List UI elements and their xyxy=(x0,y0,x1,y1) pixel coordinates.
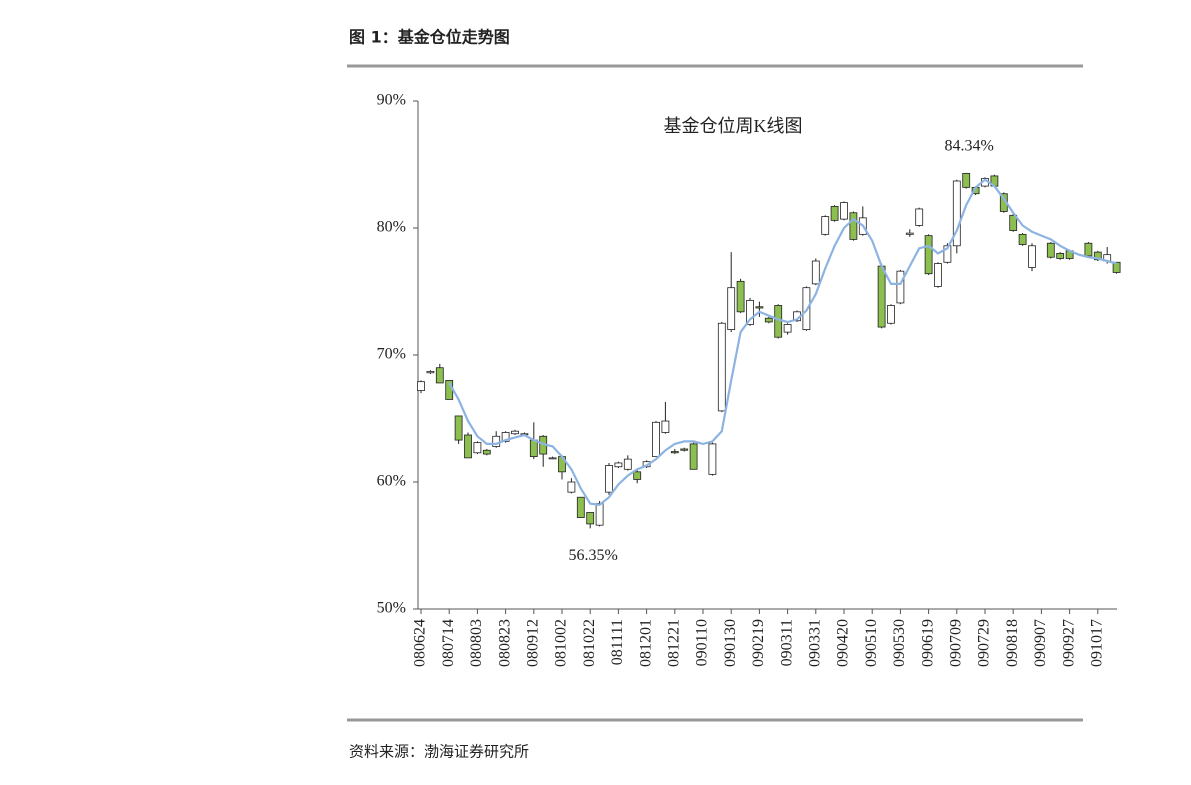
candle-body xyxy=(595,503,604,526)
candle-body xyxy=(501,432,510,442)
source: 资料来源：渤海证券研究所 xyxy=(349,743,529,761)
x-tick-label: 081022 xyxy=(581,619,598,667)
candle-body xyxy=(567,481,576,493)
candle-body xyxy=(670,451,679,454)
candle-body xyxy=(435,367,444,384)
candle-body xyxy=(454,415,463,441)
candle-body xyxy=(755,306,764,309)
candle-body xyxy=(1046,242,1055,258)
x-tick-label: 090420 xyxy=(835,619,852,667)
x-tick-label: 090729 xyxy=(976,619,993,667)
candle-body xyxy=(1018,233,1027,245)
candle-body xyxy=(473,442,482,454)
candle-body xyxy=(708,443,717,475)
x-tick-label: 090311 xyxy=(778,619,795,666)
y-tick-label: 90% xyxy=(377,92,406,109)
y-tick-label: 80% xyxy=(377,219,406,236)
x-tick-label: 090818 xyxy=(1004,619,1021,667)
candle-body xyxy=(840,202,848,220)
candle-body xyxy=(511,430,519,435)
candle-body xyxy=(736,280,745,313)
candle-body xyxy=(896,270,905,304)
annotation: 56.35% xyxy=(569,547,618,564)
candle-body xyxy=(586,512,595,525)
x-tick-label: 080912 xyxy=(524,619,541,667)
candle-body xyxy=(605,465,613,493)
candle-body xyxy=(680,448,689,451)
x-tick-label: 091017 xyxy=(1088,619,1105,667)
candle-body xyxy=(934,263,942,287)
x-tick-label: 090709 xyxy=(947,619,964,667)
y-tick-label: 50% xyxy=(377,600,406,617)
candle-body xyxy=(830,206,839,221)
candle-body xyxy=(924,235,933,275)
candle-body xyxy=(915,208,924,226)
candle-body xyxy=(426,371,435,374)
x-tick-label: 090619 xyxy=(919,619,936,667)
x-tick-label: 090110 xyxy=(694,619,711,666)
candle-body xyxy=(943,245,952,263)
candle-body xyxy=(962,172,971,188)
x-tick-label: 090927 xyxy=(1060,619,1077,667)
candle-body xyxy=(661,420,670,433)
x-tick-label: 080624 xyxy=(412,619,429,667)
candle-body xyxy=(1028,245,1036,268)
x-tick-label: 081002 xyxy=(553,619,570,667)
candle-body xyxy=(614,462,623,468)
candle-body xyxy=(727,287,736,331)
candle-body xyxy=(905,232,914,235)
candle-body xyxy=(1056,252,1065,259)
candle-body xyxy=(849,212,858,240)
candle-body xyxy=(821,216,830,235)
candle-body xyxy=(417,381,425,391)
candle-body xyxy=(774,305,783,338)
x-tick-label: 090219 xyxy=(750,619,767,667)
x-tick-label: 081111 xyxy=(609,619,626,665)
candle-body xyxy=(1084,242,1093,257)
x-tick-label: 080714 xyxy=(440,619,457,667)
candle-body xyxy=(548,457,557,460)
candle-body xyxy=(652,421,660,457)
candle-body xyxy=(811,260,820,285)
candle-body xyxy=(1009,214,1018,231)
x-tick-label: 090907 xyxy=(1032,619,1049,667)
candle-body xyxy=(887,305,895,324)
x-tick-label: 080823 xyxy=(496,619,513,667)
candle-body xyxy=(482,449,491,455)
moving-average xyxy=(448,178,1117,507)
x-tick-label: 081221 xyxy=(665,619,682,667)
x-tick-label: 090331 xyxy=(806,619,823,667)
candle-body xyxy=(1112,261,1121,273)
y-tick-label: 70% xyxy=(377,346,406,363)
candle-body xyxy=(783,324,792,333)
candle-body xyxy=(717,322,726,412)
candle-body xyxy=(633,471,642,480)
candle-body xyxy=(464,434,472,459)
chart-title: 基金仓位周K线图 xyxy=(664,116,803,136)
x-tick-label: 090530 xyxy=(891,619,908,667)
candle-body xyxy=(1093,251,1102,261)
candle-body xyxy=(529,439,538,457)
x-tick-label: 090130 xyxy=(722,619,739,667)
candle-body xyxy=(952,180,961,247)
candle-body xyxy=(689,443,698,470)
y-tick-label: 60% xyxy=(377,473,406,490)
candle-body xyxy=(623,458,632,470)
x-tick-label: 090510 xyxy=(863,619,880,667)
x-tick-label: 080803 xyxy=(468,619,485,667)
annotation: 84.34% xyxy=(945,138,994,155)
candle-body xyxy=(764,317,773,323)
figure-caption: 图 1：基金仓位走势图 xyxy=(349,28,510,47)
candle-body xyxy=(746,299,754,325)
x-tick-label: 081201 xyxy=(637,619,654,667)
candle-body xyxy=(576,496,585,518)
candle-body xyxy=(877,265,886,328)
